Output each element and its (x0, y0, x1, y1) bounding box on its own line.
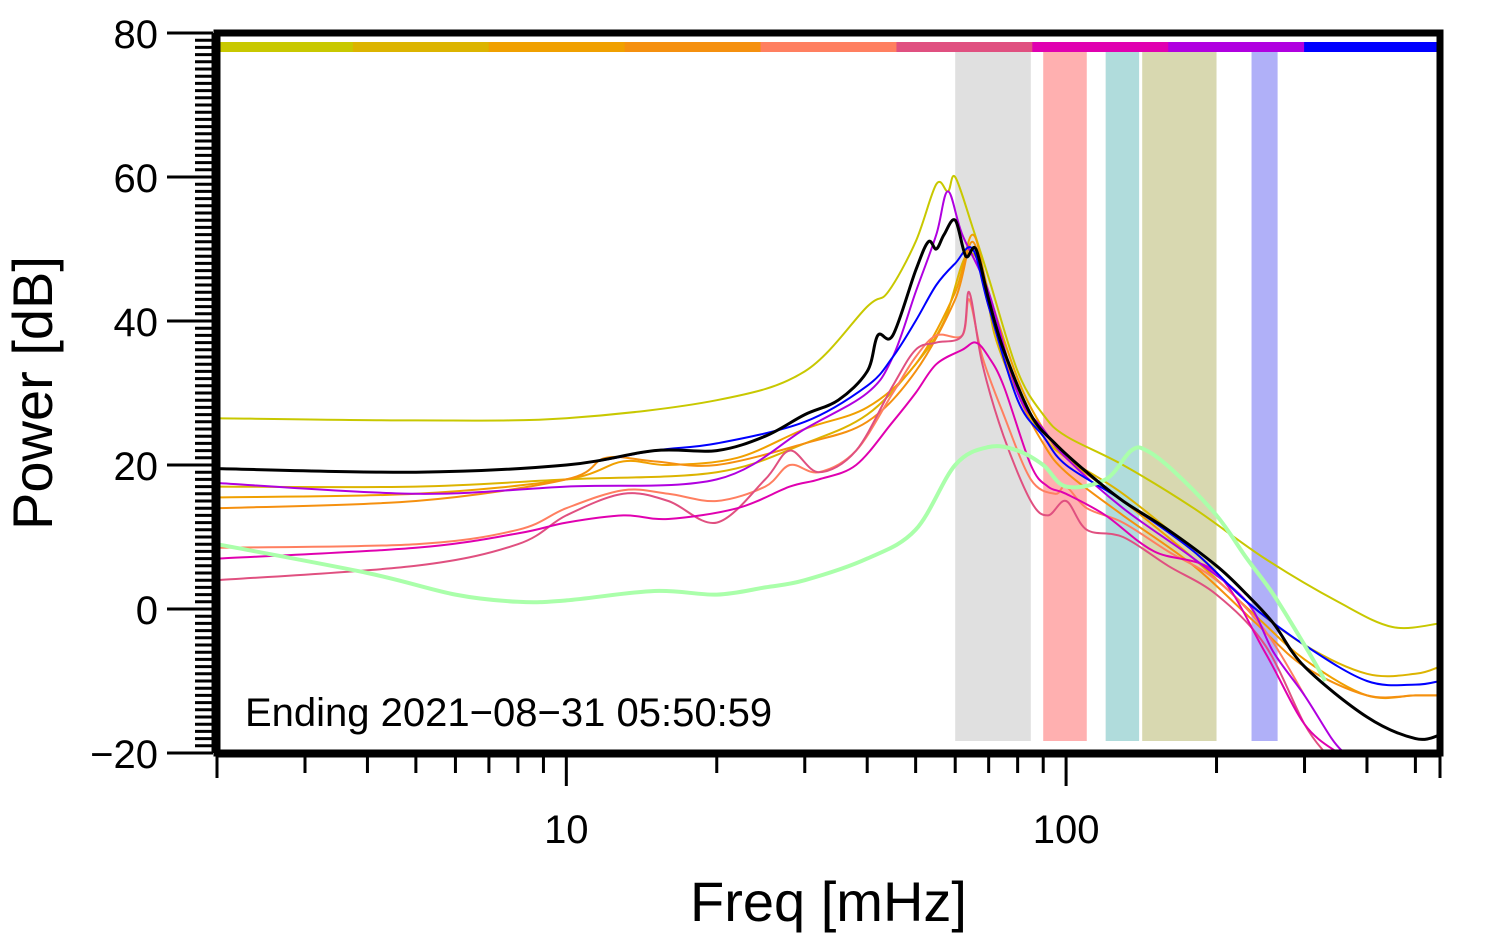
band-2 (1043, 50, 1087, 741)
band-4 (1142, 50, 1217, 741)
color-bar-segment-1 (217, 42, 354, 52)
plot-frame (213, 29, 1444, 757)
y-tick-label: 0 (136, 589, 158, 633)
spectrum-lines (216, 174, 1441, 754)
x-tick-label: 10 (544, 808, 589, 852)
spectrum-line-7 (216, 341, 1339, 754)
y-tick-label: −20 (90, 733, 158, 777)
x-axis: 10 100 (215, 753, 1442, 852)
spectrum-line-10 (216, 444, 1327, 682)
color-bar-segment-2 (352, 42, 490, 52)
frequency-bands (955, 50, 1278, 741)
y-axis-label: Power [dB] (1, 256, 64, 530)
y-tick-label: 40 (114, 301, 159, 345)
y-tick-label: 20 (114, 445, 159, 489)
color-bar-segment-8 (1168, 42, 1305, 52)
color-bar-segment-5 (760, 42, 897, 52)
band-3 (1105, 50, 1140, 741)
spectrum-line-6 (216, 291, 1327, 754)
spectrum-line-11 (216, 218, 1441, 741)
y-tick-label: 60 (114, 157, 159, 201)
spectrum-line-5 (216, 298, 1306, 696)
ending-timestamp-annotation: Ending 2021−08−31 05:50:59 (245, 691, 772, 735)
top-color-bar (217, 42, 1441, 52)
color-bar-segment-6 (896, 42, 1033, 52)
band-5 (1251, 50, 1278, 741)
color-bar-segment-3 (488, 42, 626, 52)
color-bar-segment-7 (1032, 42, 1169, 52)
color-bar-segment-4 (624, 42, 762, 52)
y-axis: −20 0 20 40 60 80 (90, 13, 215, 777)
spectrum-line-1 (216, 174, 1441, 630)
y-tick-label: 80 (114, 13, 159, 57)
x-tick-label: 100 (1033, 808, 1100, 852)
color-bar-segment-9 (1304, 42, 1441, 52)
x-axis-label: Freq [mHz] (690, 870, 967, 933)
spectrum-line-3 (216, 233, 1441, 700)
